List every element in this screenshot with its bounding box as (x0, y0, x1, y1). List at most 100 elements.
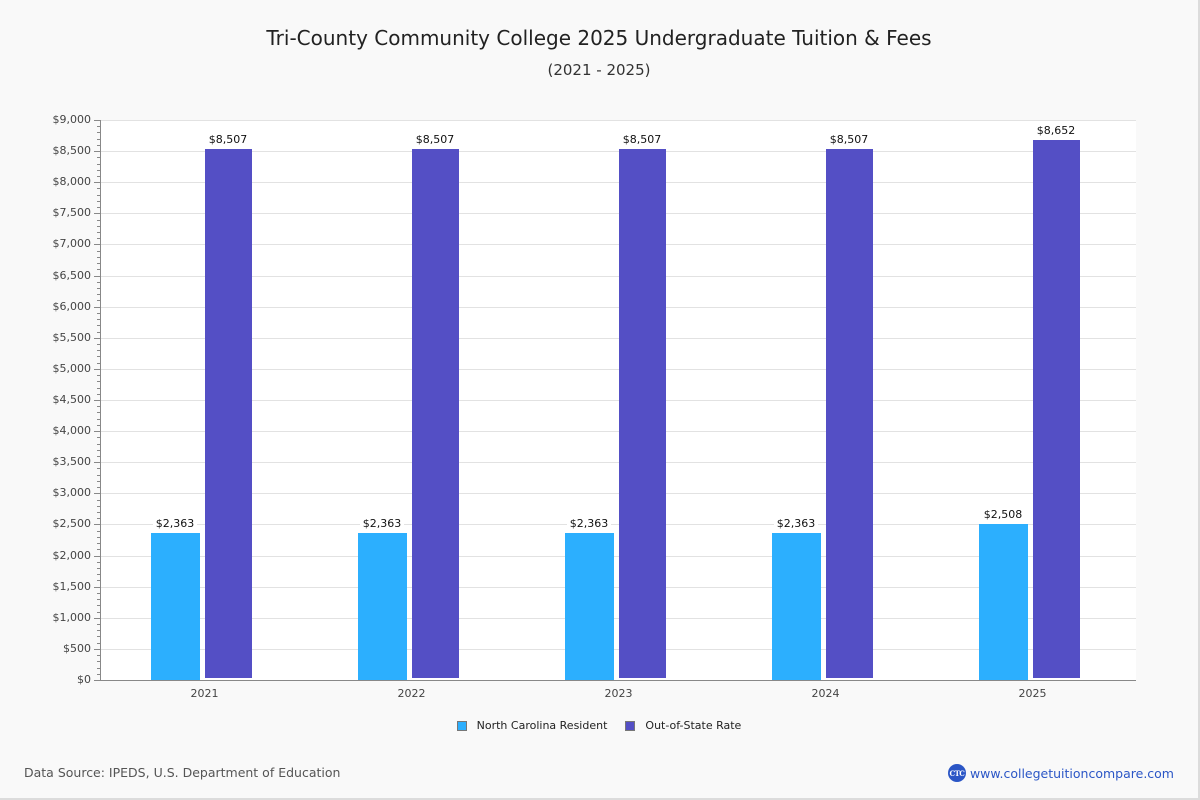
y-minor-tick (97, 132, 100, 133)
y-axis-label: $5,500 (52, 330, 92, 344)
y-minor-tick (97, 300, 100, 301)
brand-link[interactable]: CTC www.collegetuitioncompare.com (947, 764, 1174, 782)
legend-item-resident[interactable]: North Carolina Resident (456, 719, 607, 732)
y-minor-tick (97, 220, 100, 221)
brand-url[interactable]: www.collegetuitioncompare.com (969, 765, 1174, 781)
bar-resident-2021[interactable] (150, 532, 200, 680)
y-axis-label: $4,000 (52, 424, 92, 438)
y-minor-tick (97, 195, 100, 196)
x-axis-label: 2024 (811, 687, 840, 700)
bar-value-label: $2,363 (756, 516, 836, 530)
bar-out-of-state-2023[interactable] (618, 148, 666, 678)
y-minor-tick (97, 425, 100, 426)
bar-value-label: $8,507 (809, 132, 889, 146)
y-minor-tick (97, 294, 100, 295)
y-minor-tick (97, 655, 100, 656)
y-minor-tick (97, 661, 100, 662)
y-minor-tick (97, 269, 100, 270)
bar-out-of-state-2021[interactable] (204, 148, 252, 678)
y-minor-tick (97, 319, 100, 320)
bar-value-label: $8,507 (602, 132, 682, 146)
y-minor-tick (97, 450, 100, 451)
y-axis-label: $7,500 (52, 206, 92, 220)
y-minor-tick (97, 145, 100, 146)
y-axis-label: $8,500 (52, 144, 92, 158)
y-major-tick (94, 556, 100, 557)
y-minor-tick (97, 475, 100, 476)
y-minor-tick (97, 238, 100, 239)
y-axis-label: $3,500 (52, 455, 92, 469)
y-minor-tick (97, 164, 100, 165)
y-minor-tick (97, 232, 100, 233)
x-axis-label: 2021 (190, 687, 219, 700)
y-minor-tick (97, 344, 100, 345)
y-major-tick (94, 587, 100, 588)
y-minor-tick (97, 543, 100, 544)
y-minor-tick (97, 444, 100, 445)
y-major-tick (94, 462, 100, 463)
y-major-tick (94, 524, 100, 525)
x-axis-label: 2025 (1018, 687, 1047, 700)
bar-value-label: $8,507 (188, 132, 268, 146)
y-minor-tick (97, 487, 100, 488)
y-axis-label: $3,000 (52, 486, 92, 500)
y-minor-tick (97, 139, 100, 140)
y-major-tick (94, 649, 100, 650)
y-minor-tick (97, 580, 100, 581)
y-major-tick (94, 680, 100, 681)
y-minor-tick (97, 363, 100, 364)
y-axis-label: $9,000 (52, 113, 92, 126)
y-minor-tick (97, 251, 100, 252)
y-minor-tick (97, 668, 100, 669)
y-minor-tick (97, 500, 100, 501)
legend-label: Out-of-State Rate (645, 719, 742, 732)
y-axis-label: $0 (77, 673, 91, 686)
bar-out-of-state-2022[interactable] (411, 148, 459, 678)
bar-out-of-state-2025[interactable] (1032, 139, 1080, 678)
y-axis-label: $6,000 (52, 299, 92, 313)
x-axis-label: 2023 (604, 687, 633, 700)
x-axis-label: 2022 (397, 687, 426, 700)
y-major-tick (94, 244, 100, 245)
gridline (101, 120, 1136, 121)
bar-value-label: $2,363 (549, 516, 629, 530)
bar-resident-2022[interactable] (357, 532, 407, 680)
y-minor-tick (97, 568, 100, 569)
bar-value-label: $2,363 (135, 516, 215, 530)
y-minor-tick (97, 624, 100, 625)
bar-resident-2023[interactable] (564, 532, 614, 680)
ctc-logo-icon: CTC (947, 764, 966, 782)
legend: North Carolina Resident Out-of-State Rate (0, 719, 1198, 732)
y-minor-tick (97, 605, 100, 606)
y-axis-label: $4,500 (52, 393, 92, 406)
y-minor-tick (97, 574, 100, 575)
y-minor-tick (97, 207, 100, 208)
y-axis-label: $5,000 (52, 361, 92, 375)
bar-resident-2024[interactable] (771, 532, 821, 680)
y-major-tick (94, 213, 100, 214)
y-axis-label: $1,500 (52, 579, 92, 593)
data-source-text: Data Source: IPEDS, U.S. Department of E… (24, 765, 341, 780)
y-minor-tick (97, 412, 100, 413)
legend-item-out-of-state[interactable]: Out-of-State Rate (625, 719, 741, 732)
y-minor-tick (97, 456, 100, 457)
y-major-tick (94, 400, 100, 401)
bar-resident-2025[interactable] (978, 523, 1028, 680)
y-major-tick (94, 151, 100, 152)
y-minor-tick (97, 562, 100, 563)
legend-swatch-icon (456, 720, 467, 731)
y-minor-tick (97, 549, 100, 550)
y-minor-tick (97, 381, 100, 382)
y-major-tick (94, 369, 100, 370)
y-minor-tick (97, 437, 100, 438)
y-minor-tick (97, 257, 100, 258)
bar-out-of-state-2024[interactable] (825, 148, 873, 678)
bar-value-label: $8,507 (395, 132, 475, 146)
y-major-tick (94, 493, 100, 494)
y-minor-tick (97, 313, 100, 314)
bar-value-label: $2,508 (963, 507, 1043, 521)
y-minor-tick (97, 481, 100, 482)
y-minor-tick (97, 394, 100, 395)
y-minor-tick (97, 468, 100, 469)
